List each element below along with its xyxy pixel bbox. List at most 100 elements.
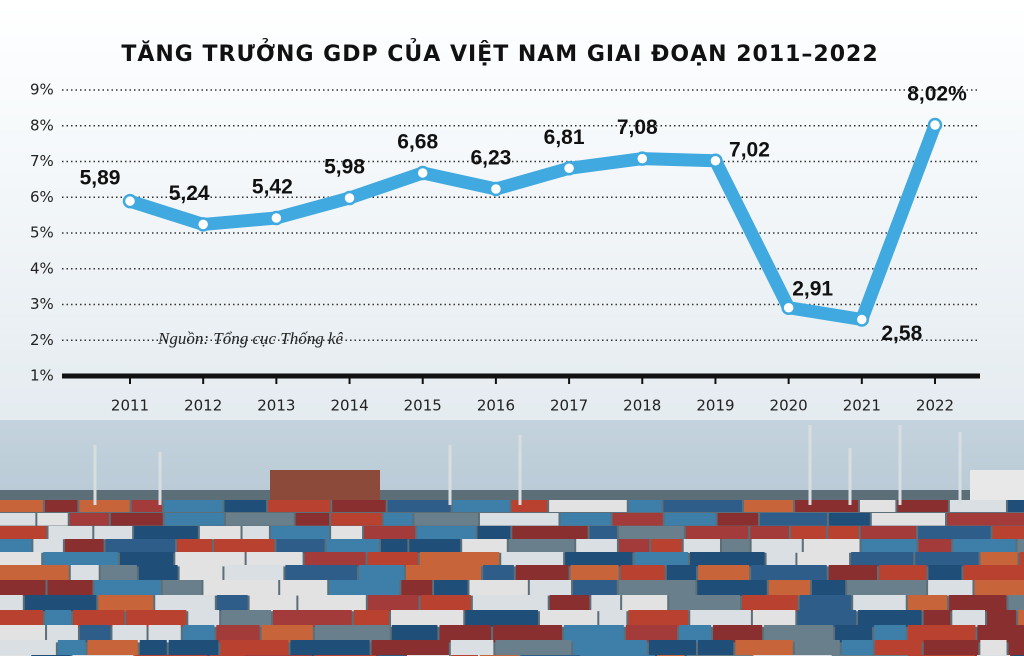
container bbox=[907, 595, 948, 612]
container bbox=[138, 565, 178, 580]
y-tick-label: 1% bbox=[30, 367, 54, 385]
container bbox=[367, 552, 418, 567]
value-label: 7,02 bbox=[729, 138, 770, 161]
y-tick-label: 5% bbox=[30, 224, 54, 242]
container bbox=[928, 565, 962, 580]
container bbox=[679, 625, 712, 643]
x-tick-label: 2015 bbox=[404, 397, 442, 415]
container bbox=[280, 580, 328, 596]
container bbox=[853, 595, 906, 612]
container bbox=[622, 595, 668, 612]
container bbox=[304, 552, 366, 567]
container bbox=[928, 580, 973, 596]
marker bbox=[635, 151, 650, 166]
container bbox=[261, 625, 313, 643]
container bbox=[182, 625, 215, 643]
container bbox=[750, 526, 789, 540]
x-tick-label: 2013 bbox=[257, 397, 295, 415]
marker bbox=[415, 165, 430, 181]
container bbox=[387, 500, 451, 512]
container bbox=[1008, 640, 1024, 656]
container bbox=[134, 526, 198, 540]
container bbox=[690, 552, 765, 567]
x-tick-label: 2019 bbox=[696, 397, 734, 415]
container bbox=[298, 595, 366, 612]
container bbox=[64, 539, 104, 553]
container bbox=[949, 500, 1006, 512]
container bbox=[923, 610, 951, 627]
container bbox=[664, 513, 716, 526]
container bbox=[493, 625, 563, 643]
container bbox=[897, 500, 948, 512]
container bbox=[168, 640, 219, 656]
container bbox=[751, 565, 827, 580]
container bbox=[685, 526, 749, 540]
container bbox=[48, 526, 93, 540]
container bbox=[417, 526, 476, 540]
container bbox=[861, 539, 917, 553]
container bbox=[364, 526, 416, 540]
container bbox=[618, 526, 684, 540]
container bbox=[0, 595, 23, 612]
container bbox=[949, 595, 1007, 612]
container bbox=[874, 625, 906, 643]
y-tick-label: 4% bbox=[30, 259, 54, 277]
ship bbox=[270, 470, 380, 500]
container bbox=[462, 539, 507, 553]
y-tick-label: 8% bbox=[30, 116, 54, 134]
container bbox=[326, 539, 379, 553]
container bbox=[512, 526, 588, 540]
container bbox=[216, 625, 260, 643]
x-tick-label: 2014 bbox=[330, 397, 368, 415]
container bbox=[479, 513, 559, 526]
container bbox=[828, 513, 870, 526]
container bbox=[803, 539, 860, 553]
value-label: 5,89 bbox=[80, 167, 121, 190]
container bbox=[1018, 610, 1024, 627]
container bbox=[225, 513, 294, 526]
container bbox=[69, 513, 109, 526]
x-tick-label: 2016 bbox=[477, 397, 515, 415]
container bbox=[79, 500, 130, 512]
container bbox=[742, 595, 798, 612]
container bbox=[501, 552, 564, 567]
marker bbox=[854, 312, 870, 327]
container bbox=[155, 595, 215, 612]
y-tick-label: 2% bbox=[30, 331, 54, 349]
container bbox=[79, 625, 111, 643]
container bbox=[828, 565, 877, 580]
container bbox=[44, 500, 78, 512]
container bbox=[221, 610, 271, 627]
container bbox=[760, 513, 827, 526]
container bbox=[469, 580, 528, 596]
container bbox=[871, 513, 945, 526]
container bbox=[131, 500, 163, 512]
value-label: 7,08 bbox=[617, 116, 658, 139]
container bbox=[414, 513, 478, 526]
container bbox=[874, 640, 922, 656]
container bbox=[683, 539, 720, 553]
container bbox=[508, 539, 575, 553]
container bbox=[1008, 595, 1024, 612]
container bbox=[790, 526, 827, 540]
container bbox=[953, 539, 1016, 553]
container bbox=[620, 565, 665, 580]
x-tick-label: 2017 bbox=[550, 397, 588, 415]
container bbox=[179, 565, 223, 580]
container bbox=[669, 595, 741, 612]
marker bbox=[269, 210, 284, 226]
container bbox=[573, 640, 647, 656]
line bbox=[128, 122, 942, 327]
container bbox=[37, 513, 68, 526]
container bbox=[589, 526, 617, 540]
container bbox=[419, 552, 500, 567]
container bbox=[249, 595, 297, 612]
container bbox=[918, 539, 952, 553]
container bbox=[549, 595, 590, 612]
x-tick-label: 2012 bbox=[184, 397, 222, 415]
container bbox=[618, 580, 696, 596]
container bbox=[952, 610, 986, 627]
container bbox=[612, 513, 663, 526]
container bbox=[651, 539, 682, 553]
